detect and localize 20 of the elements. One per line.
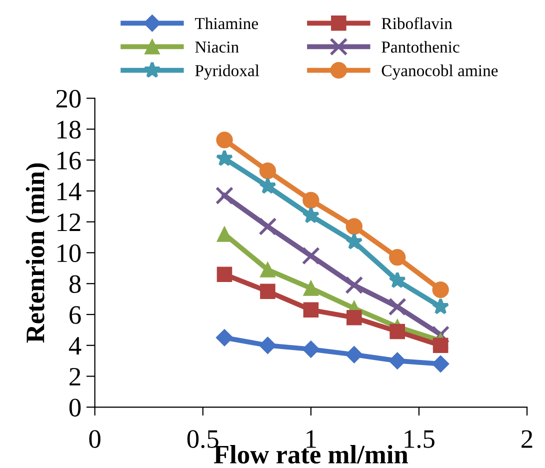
legend-label: Thiamine — [194, 17, 258, 30]
y-tick-label: 20 — [56, 90, 81, 108]
legend-label: Pantothenic — [382, 40, 460, 53]
y-tick-label: 4 — [68, 337, 82, 355]
y-tick-label: 18 — [58, 120, 81, 139]
x-tick-label: 2 — [522, 430, 532, 448]
legend-label: Pyridoxal — [195, 64, 260, 80]
y-tick-label: 8 — [69, 275, 81, 294]
y-tick-label: 2 — [70, 368, 80, 386]
y-tick-label: 6 — [70, 306, 81, 324]
legend-label: Cyanocobl amine — [382, 64, 498, 80]
x-tick-label: 0 — [89, 430, 100, 448]
y-tick-label: 10 — [58, 244, 81, 262]
y-tick-label: 12 — [58, 214, 80, 231]
y-tick-label: 0 — [69, 398, 81, 417]
y-tick-label: 16 — [58, 152, 81, 170]
y-axis-title: Retenrion (min) — [26, 163, 50, 343]
legend-label: Riboflavin — [382, 17, 452, 30]
legend-label: Niacin — [195, 42, 239, 53]
y-tick-label: 14 — [58, 182, 82, 200]
